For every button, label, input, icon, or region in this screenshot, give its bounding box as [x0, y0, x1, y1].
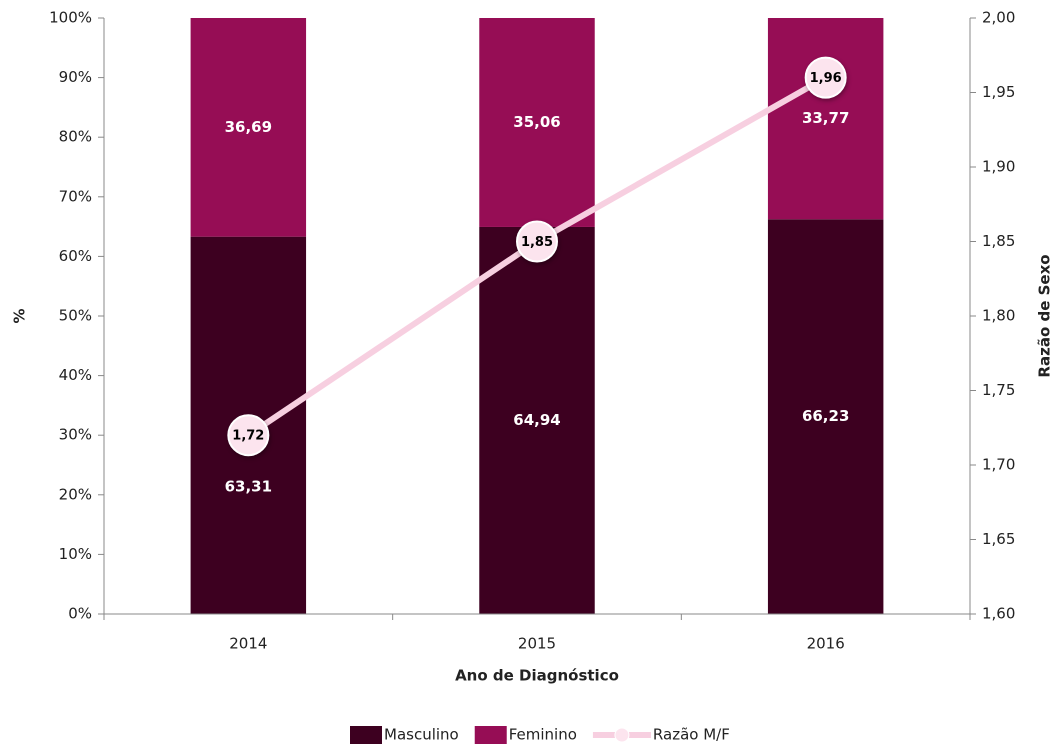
x-tick-label: 2016: [807, 635, 845, 653]
bar-value-label: 66,23: [802, 407, 849, 425]
y-tick-label: 50%: [59, 307, 92, 325]
ratio-marker: [227, 414, 270, 457]
x-axis-title: Ano de Diagnóstico: [455, 667, 619, 685]
legend-label: Masculino: [384, 726, 459, 744]
y2-tick-label: 1,90: [982, 158, 1015, 176]
y2-tick-label: 1,65: [982, 530, 1015, 548]
y2-tick-label: 1,85: [982, 232, 1015, 250]
bar-segment: [767, 18, 884, 220]
ratio-value-label: 1,96: [810, 71, 842, 86]
y-tick-label: 60%: [59, 247, 92, 265]
y-tick-label: 90%: [59, 68, 92, 86]
bar-value-label: 63,31: [225, 478, 272, 496]
x-tick-label: 2014: [229, 635, 267, 653]
y-tick-label: 0%: [68, 605, 92, 623]
y2-tick-label: 1,80: [982, 307, 1015, 325]
ratio-value-label: 1,85: [521, 235, 553, 250]
y-tick-label: 40%: [59, 366, 92, 384]
bar-segment: [479, 18, 595, 227]
legend-swatch: [350, 726, 382, 744]
bar-value-label: 33,77: [802, 109, 849, 127]
y-tick-label: 80%: [59, 128, 92, 146]
bar-value-label: 36,69: [225, 118, 272, 136]
legend-swatch: [474, 726, 507, 744]
y2-tick-label: 1,70: [982, 456, 1015, 474]
legend-label: Feminino: [509, 726, 577, 744]
y2-tick-label: 1,75: [982, 381, 1015, 399]
y-tick-label: 100%: [49, 9, 92, 27]
bar-segment: [190, 18, 307, 237]
y2-tick-label: 1,60: [982, 605, 1015, 623]
bar-value-label: 64,94: [513, 411, 560, 429]
ratio-marker: [804, 56, 847, 99]
y-tick-label: 20%: [59, 485, 92, 503]
y-tick-label: 70%: [59, 187, 92, 205]
bar-segment: [767, 219, 884, 614]
ratio-marker: [516, 220, 558, 263]
legend-label: Razão M/F: [653, 726, 730, 744]
bar-segment: [479, 226, 595, 615]
ratio-value-label: 1,72: [232, 429, 264, 444]
legend-swatch-marker: [614, 727, 630, 743]
y-axis-title: %: [11, 308, 29, 323]
y2-tick-label: 2,00: [982, 9, 1015, 27]
y-tick-label: 30%: [59, 426, 92, 444]
y-tick-label: 10%: [59, 545, 92, 563]
y2-tick-label: 1,95: [982, 83, 1015, 101]
y2-axis-title: Razão de Sexo: [1036, 254, 1054, 377]
x-tick-label: 2015: [518, 635, 556, 653]
bar-value-label: 35,06: [513, 113, 560, 131]
